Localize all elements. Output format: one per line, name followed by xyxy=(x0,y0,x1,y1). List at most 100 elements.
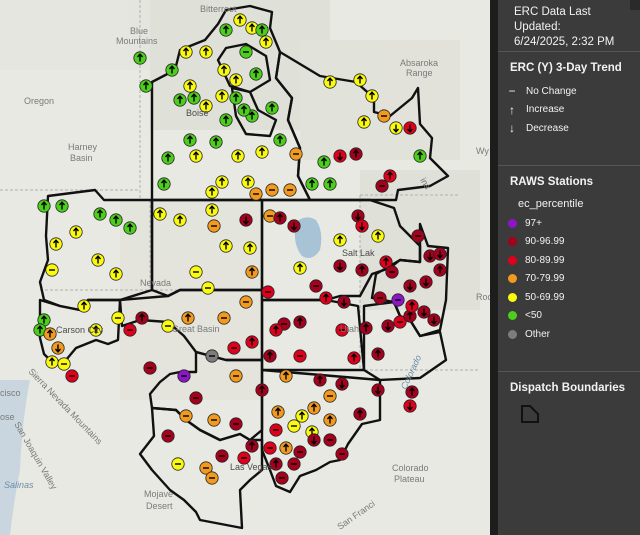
station-marker[interactable] xyxy=(417,305,431,319)
station-marker[interactable] xyxy=(229,91,243,105)
station-marker[interactable] xyxy=(243,241,257,255)
station-marker[interactable] xyxy=(323,177,337,191)
station-marker[interactable] xyxy=(433,247,447,261)
station-marker[interactable] xyxy=(139,79,153,93)
station-marker[interactable] xyxy=(305,177,319,191)
station-marker[interactable] xyxy=(241,175,255,189)
station-marker[interactable] xyxy=(69,225,83,239)
station-marker[interactable] xyxy=(269,457,283,471)
station-marker[interactable] xyxy=(323,75,337,89)
station-marker[interactable] xyxy=(373,291,387,305)
station-marker[interactable] xyxy=(293,315,307,329)
station-marker[interactable] xyxy=(43,327,57,341)
station-marker[interactable] xyxy=(199,45,213,59)
station-marker[interactable] xyxy=(229,73,243,87)
station-marker[interactable] xyxy=(287,219,301,233)
station-marker[interactable] xyxy=(49,237,63,251)
station-marker[interactable] xyxy=(427,313,441,327)
station-marker[interactable] xyxy=(375,179,389,193)
station-marker[interactable] xyxy=(371,347,385,361)
station-marker[interactable] xyxy=(189,265,203,279)
station-marker[interactable] xyxy=(109,213,123,227)
station-marker[interactable] xyxy=(227,341,241,355)
station-marker[interactable] xyxy=(279,369,293,383)
station-marker[interactable] xyxy=(173,93,187,107)
station-marker[interactable] xyxy=(207,219,221,233)
station-marker[interactable] xyxy=(111,311,125,325)
station-marker[interactable] xyxy=(317,155,331,169)
station-marker[interactable] xyxy=(359,321,373,335)
station-marker[interactable] xyxy=(215,449,229,463)
station-marker[interactable] xyxy=(271,405,285,419)
station-marker[interactable] xyxy=(295,409,309,423)
station-marker[interactable] xyxy=(307,433,321,447)
station-marker[interactable] xyxy=(309,279,323,293)
station-marker[interactable] xyxy=(233,13,247,27)
station-marker[interactable] xyxy=(205,349,219,363)
station-marker[interactable] xyxy=(229,369,243,383)
station-marker[interactable] xyxy=(323,413,337,427)
station-marker[interactable] xyxy=(293,445,307,459)
station-marker[interactable] xyxy=(273,211,287,225)
station-marker[interactable] xyxy=(293,261,307,275)
station-marker[interactable] xyxy=(215,175,229,189)
station-marker[interactable] xyxy=(161,429,175,443)
station-marker[interactable] xyxy=(135,311,149,325)
station-marker[interactable] xyxy=(405,385,419,399)
station-marker[interactable] xyxy=(335,447,349,461)
station-marker[interactable] xyxy=(237,103,251,117)
station-marker[interactable] xyxy=(173,213,187,227)
station-marker[interactable] xyxy=(255,383,269,397)
station-marker[interactable] xyxy=(183,79,197,93)
station-marker[interactable] xyxy=(351,209,365,223)
station-marker[interactable] xyxy=(389,121,403,135)
station-marker[interactable] xyxy=(265,183,279,197)
station-marker[interactable] xyxy=(205,185,219,199)
station-marker[interactable] xyxy=(245,21,259,35)
station-marker[interactable] xyxy=(255,145,269,159)
station-marker[interactable] xyxy=(189,391,203,405)
station-marker[interactable] xyxy=(381,319,395,333)
station-marker[interactable] xyxy=(37,199,51,213)
station-marker[interactable] xyxy=(123,323,137,337)
station-marker[interactable] xyxy=(275,471,289,485)
station-marker[interactable] xyxy=(263,441,277,455)
station-marker[interactable] xyxy=(157,177,171,191)
station-marker[interactable] xyxy=(245,335,259,349)
station-marker[interactable] xyxy=(419,275,433,289)
station-marker[interactable] xyxy=(287,419,301,433)
station-marker[interactable] xyxy=(231,149,245,163)
station-marker[interactable] xyxy=(65,369,79,383)
station-marker[interactable] xyxy=(237,451,251,465)
station-marker[interactable] xyxy=(209,135,223,149)
station-marker[interactable] xyxy=(403,279,417,293)
station-marker[interactable] xyxy=(91,253,105,267)
station-marker[interactable] xyxy=(89,323,103,337)
station-marker[interactable] xyxy=(355,263,369,277)
station-marker[interactable] xyxy=(133,51,147,65)
station-marker[interactable] xyxy=(199,461,213,475)
station-marker[interactable] xyxy=(219,113,233,127)
station-marker[interactable] xyxy=(269,423,283,437)
station-marker[interactable] xyxy=(181,311,195,325)
station-marker[interactable] xyxy=(335,323,349,337)
station-marker[interactable] xyxy=(273,133,287,147)
station-marker[interactable] xyxy=(335,377,349,391)
station-marker[interactable] xyxy=(269,323,283,337)
station-marker[interactable] xyxy=(245,439,259,453)
station-marker[interactable] xyxy=(289,147,303,161)
station-marker[interactable] xyxy=(413,149,427,163)
station-marker[interactable] xyxy=(279,441,293,455)
station-marker[interactable] xyxy=(187,91,201,105)
station-marker[interactable] xyxy=(93,207,107,221)
station-marker[interactable] xyxy=(37,313,51,327)
panel-divider[interactable] xyxy=(490,0,498,535)
station-marker[interactable] xyxy=(217,63,231,77)
station-marker[interactable] xyxy=(391,293,405,307)
station-marker[interactable] xyxy=(433,263,447,277)
station-marker[interactable] xyxy=(239,213,253,227)
station-marker[interactable] xyxy=(207,413,221,427)
station-marker[interactable] xyxy=(353,73,367,87)
station-marker[interactable] xyxy=(403,399,417,413)
station-marker[interactable] xyxy=(229,417,243,431)
